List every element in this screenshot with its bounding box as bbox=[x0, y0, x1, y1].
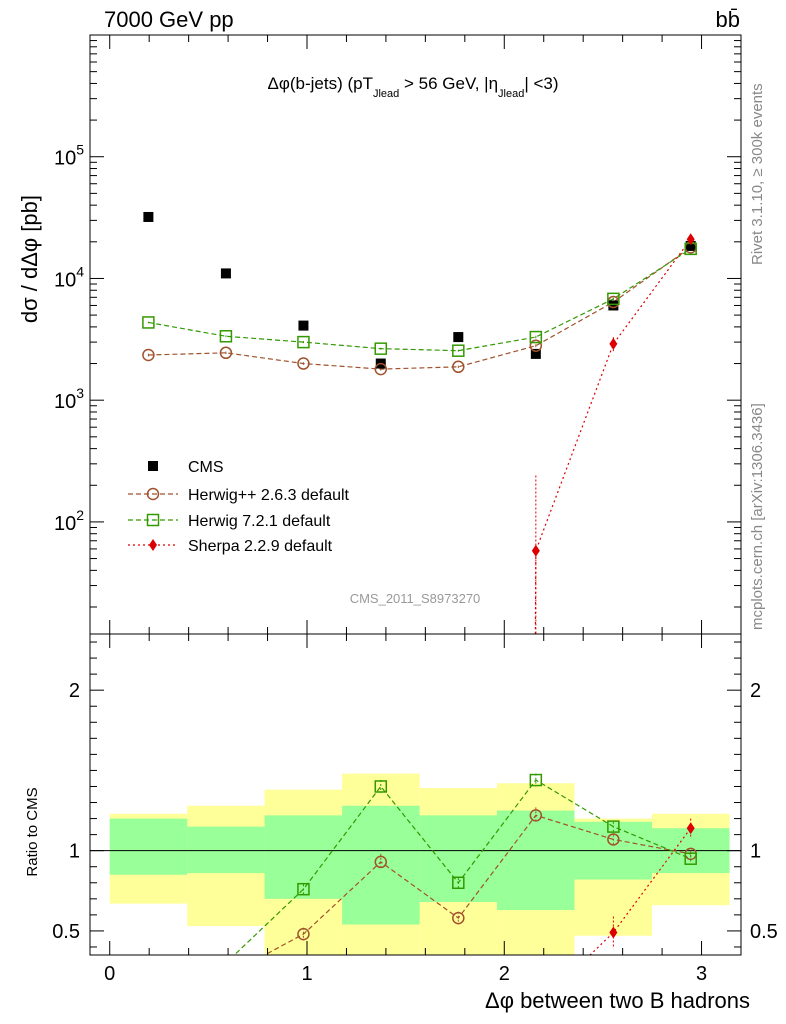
ratio-point-1-0 bbox=[143, 985, 154, 996]
legend-marker-1 bbox=[146, 487, 160, 501]
ratio-y-axis-label: Ratio to CMS bbox=[24, 787, 41, 876]
top-point-2-4 bbox=[452, 344, 465, 357]
header-collision: 7000 GeV pp bbox=[104, 7, 234, 32]
ratio-series-lines bbox=[233, 779, 692, 955]
rivet-label: Rivet 3.1.10, ≥ 300k events bbox=[749, 83, 766, 265]
band-green-1 bbox=[187, 826, 265, 874]
ratio-ytick-label-right-0: 0.5 bbox=[750, 921, 778, 943]
top-point-1-2 bbox=[297, 357, 310, 370]
legend-label-3: Sherpa 2.2.9 default bbox=[188, 538, 333, 555]
ratio-line-1 bbox=[233, 779, 691, 955]
ratio-point-0-1 bbox=[220, 970, 231, 981]
top-point-3-7 bbox=[686, 233, 695, 246]
ratio-point-2-6 bbox=[609, 926, 618, 939]
ratio-series-marks bbox=[143, 773, 697, 1005]
mcplots-label: mcplots.cern.ch [arXiv:1306.3436] bbox=[749, 403, 766, 630]
top-point-3-5 bbox=[531, 544, 540, 557]
band-green-0 bbox=[109, 818, 188, 875]
top-y-axis-label: dσ / dΔφ [pb] bbox=[17, 195, 42, 323]
band-green-5 bbox=[496, 810, 575, 911]
top-point-2-6 bbox=[607, 292, 620, 306]
top-point-2-2 bbox=[297, 335, 310, 349]
ratio-point-1-5 bbox=[529, 773, 543, 787]
top-ytick-label-2: 104 bbox=[54, 263, 84, 291]
ratio-point-0-0 bbox=[143, 994, 154, 1005]
header-process: bb̄ bbox=[716, 7, 740, 32]
ratio-point-1-1 bbox=[220, 958, 231, 969]
top-point-2-0 bbox=[142, 316, 155, 329]
main-panel: 102 103 104 105 dσ / dΔφ [pb] Δφ(b-jets) (p… bbox=[17, 34, 742, 635]
top-point-3-6 bbox=[609, 337, 618, 350]
top-chart-title: Δφ(b-jets) (pTJlead > 56 GeV, |ηJlead| <… bbox=[267, 74, 558, 100]
top-ticks: 102 103 104 105 bbox=[54, 35, 742, 634]
legend-label-2: Herwig 7.2.1 default bbox=[188, 513, 331, 530]
top-ytick-label-3: 105 bbox=[54, 142, 84, 170]
top-point-2-1 bbox=[219, 330, 233, 343]
x-tick-label-2: 2 bbox=[499, 963, 510, 985]
ratio-frame bbox=[89, 633, 742, 956]
ratio-ticks: 0.5 0.5 1 1 2 2 0 1 2 3 bbox=[52, 634, 778, 985]
legend-label-1: Herwig++ 2.6.3 default bbox=[188, 487, 350, 504]
ratio-point-1-7 bbox=[684, 852, 697, 865]
x-axis-label: Δφ between two B hadrons bbox=[485, 988, 750, 1013]
top-point-1-5 bbox=[529, 339, 543, 353]
x-tick-label-3: 3 bbox=[696, 963, 707, 985]
top-point-0-7 bbox=[685, 240, 696, 251]
band-green-3 bbox=[342, 805, 420, 925]
x-tick-label-1: 1 bbox=[301, 963, 312, 985]
legend-marker-0 bbox=[148, 461, 158, 471]
top-line-2 bbox=[148, 248, 692, 352]
ratio-ytick-label-right-1: 1 bbox=[750, 841, 761, 863]
top-point-0-0 bbox=[143, 211, 154, 222]
top-series-lines bbox=[147, 236, 692, 634]
top-line-1 bbox=[148, 246, 692, 370]
ratio-point-0-3 bbox=[374, 855, 388, 869]
ratio-point-0-2 bbox=[297, 927, 310, 941]
ratio-uncertainty-bands bbox=[109, 773, 730, 955]
ratio-point-0-6 bbox=[607, 833, 620, 846]
top-point-0-5 bbox=[530, 348, 541, 359]
ratio-ytick-label-right-2: 2 bbox=[750, 680, 761, 702]
ratio-line-0 bbox=[263, 814, 691, 955]
top-point-2-3 bbox=[374, 342, 388, 355]
ratio-point-2-7 bbox=[686, 822, 695, 835]
top-point-0-4 bbox=[453, 332, 464, 343]
legend-marker-3 bbox=[149, 539, 157, 551]
ratio-ytick-label-left-1: 1 bbox=[69, 841, 80, 863]
ratio-point-1-4 bbox=[452, 876, 465, 890]
top-point-0-6 bbox=[608, 300, 619, 311]
legend-marker-2 bbox=[146, 513, 160, 527]
top-point-0-1 bbox=[220, 268, 231, 279]
ratio-point-0-5 bbox=[529, 809, 543, 822]
top-point-1-4 bbox=[452, 360, 465, 374]
ratio-ytick-label-left-0: 0.5 bbox=[52, 921, 80, 943]
top-ytick-label-1: 103 bbox=[54, 385, 84, 413]
ratio-panel: 0.5 0.5 1 1 2 2 0 1 2 3 Ratio to CMS Δφ between t… bbox=[24, 633, 778, 1013]
ratio-ytick-label-left-2: 2 bbox=[69, 680, 80, 702]
band-green-4 bbox=[419, 815, 497, 903]
ratio-point-1-6 bbox=[607, 820, 620, 833]
ratio-point-0-4 bbox=[452, 911, 465, 925]
top-point-1-0 bbox=[142, 348, 155, 362]
top-point-1-1 bbox=[219, 346, 233, 360]
top-point-2-5 bbox=[529, 330, 543, 344]
ratio-point-1-2 bbox=[297, 882, 310, 896]
legend: CMS Herwig++ 2.6.3 default Herwig 7.2.1 de… bbox=[128, 459, 350, 555]
top-point-1-3 bbox=[374, 362, 388, 376]
ratio-point-1-3 bbox=[374, 780, 388, 793]
top-series-marks bbox=[142, 211, 697, 557]
top-ytick-label-0: 102 bbox=[54, 507, 84, 535]
x-tick-label-0: 0 bbox=[104, 963, 115, 985]
top-point-0-2 bbox=[298, 320, 309, 331]
analysis-watermark: CMS_2011_S8973270 bbox=[350, 591, 481, 606]
legend-label-0: CMS bbox=[188, 459, 224, 476]
